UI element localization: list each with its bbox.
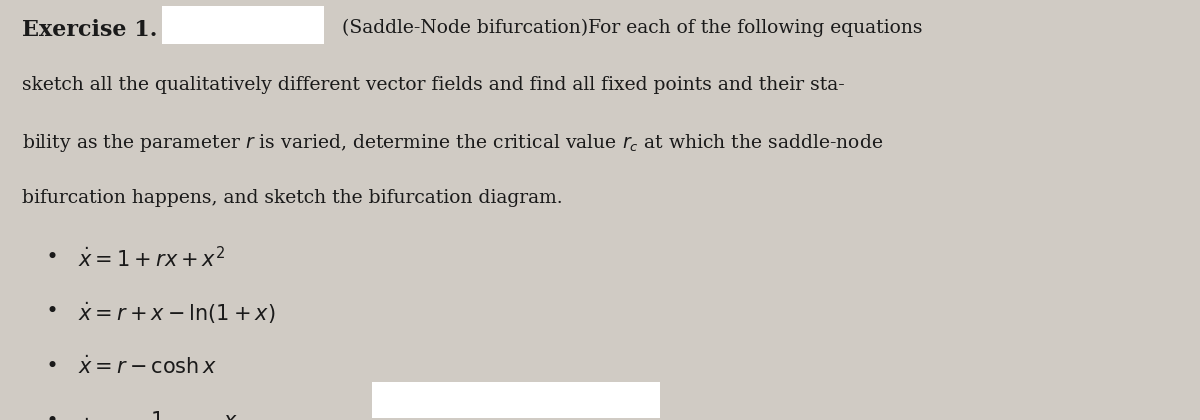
FancyBboxPatch shape bbox=[372, 382, 660, 418]
Text: Exercise 1.: Exercise 1. bbox=[22, 19, 157, 41]
Text: $\dot{x} = r - \cosh x$: $\dot{x} = r - \cosh x$ bbox=[78, 355, 217, 378]
Text: sketch all the qualitatively different vector fields and find all fixed points a: sketch all the qualitatively different v… bbox=[22, 76, 845, 94]
Text: $\bullet$: $\bullet$ bbox=[44, 246, 56, 265]
Text: $\bullet$: $\bullet$ bbox=[44, 410, 56, 420]
Text: $\bullet$: $\bullet$ bbox=[44, 355, 56, 374]
Text: $\dot{x} = r + x - \ln(1 + x)$: $\dot{x} = r + x - \ln(1 + x)$ bbox=[78, 300, 276, 326]
FancyBboxPatch shape bbox=[162, 6, 324, 44]
Text: bifurcation happens, and sketch the bifurcation diagram.: bifurcation happens, and sketch the bifu… bbox=[22, 189, 563, 207]
Text: $\bullet$: $\bullet$ bbox=[44, 300, 56, 319]
Text: (Saddle-Node bifurcation)For each of the following equations: (Saddle-Node bifurcation)For each of the… bbox=[342, 19, 923, 37]
Text: $\dot{x} = r + \dfrac{1}{2}x - \dfrac{x}{1+x}$: $\dot{x} = r + \dfrac{1}{2}x - \dfrac{x}… bbox=[78, 410, 258, 420]
Text: bility as the parameter $r$ is varied, determine the critical value $r_c$ at whi: bility as the parameter $r$ is varied, d… bbox=[22, 132, 883, 154]
Text: $\dot{x} = 1 + rx + x^2$: $\dot{x} = 1 + rx + x^2$ bbox=[78, 246, 226, 271]
